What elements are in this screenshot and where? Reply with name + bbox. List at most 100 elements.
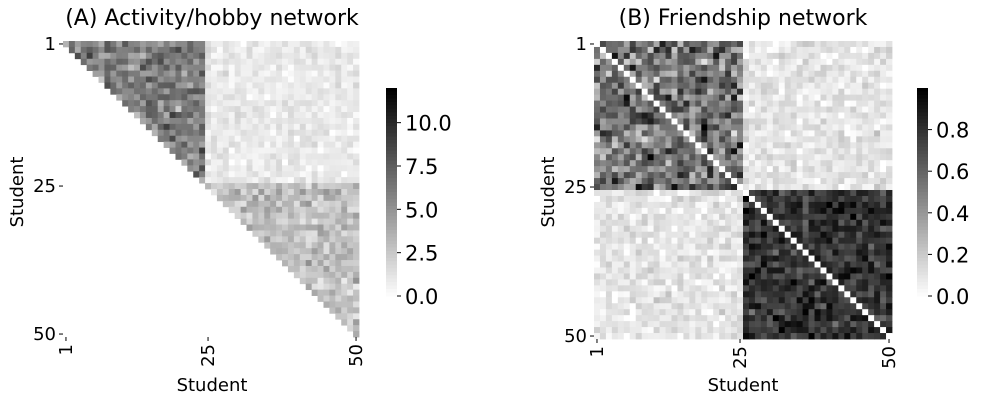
heatmap-cell (193, 165, 199, 171)
heatmap-cell (791, 291, 797, 297)
heatmap-cell (832, 124, 838, 130)
heatmap-cell (229, 130, 235, 136)
heatmap-cell (874, 208, 880, 214)
heatmap-cell (312, 94, 318, 100)
heatmap-cell (832, 95, 838, 101)
heatmap-cell (666, 154, 672, 160)
heatmap-cell (809, 124, 815, 130)
heatmap-cell (815, 291, 821, 297)
heatmap-cell (809, 285, 815, 291)
heatmap-cell (341, 213, 347, 219)
heatmap-cell (886, 327, 892, 333)
heatmap-cell (134, 41, 140, 47)
heatmap-cell (683, 83, 689, 89)
heatmap-cell (211, 124, 217, 130)
heatmap-cell (252, 189, 258, 195)
heatmap-cell (241, 159, 247, 165)
heatmap-cell (618, 321, 624, 327)
heatmap-cell (844, 65, 850, 71)
heatmap-cell (666, 256, 672, 262)
heatmap-cell (288, 207, 294, 213)
heatmap-cell (749, 113, 755, 119)
colorbar-segment (917, 282, 928, 286)
heatmap-cell (850, 65, 856, 71)
heatmap-cell (743, 190, 749, 196)
heatmap-cell (868, 148, 874, 154)
heatmap-cell (844, 273, 850, 279)
heatmap-cell (689, 214, 695, 220)
heatmap-cell (353, 278, 359, 284)
heatmap-cell (181, 47, 187, 53)
heatmap-cell (779, 77, 785, 83)
heatmap-cell (612, 214, 618, 220)
heatmap-cell (809, 208, 815, 214)
heatmap-cell (856, 178, 862, 184)
heatmap-cell (773, 136, 779, 142)
heatmap-cell (116, 65, 122, 71)
heatmap-cell (594, 267, 600, 273)
heatmap-cell (773, 130, 779, 136)
heatmap-cell (785, 196, 791, 202)
heatmap-cell (862, 83, 868, 89)
heatmap-cell (779, 214, 785, 220)
heatmap-cell (666, 250, 672, 256)
heatmap-cell (335, 254, 341, 260)
heatmap-cell (773, 250, 779, 256)
heatmap-cell (820, 220, 826, 226)
heatmap-cell (630, 279, 636, 285)
heatmap-cell (642, 160, 648, 166)
heatmap-cell (713, 226, 719, 232)
heatmap-cell (306, 219, 312, 225)
heatmap-cell (276, 153, 282, 159)
heatmap-cell (797, 214, 803, 220)
heatmap-cell (797, 148, 803, 154)
heatmap-cell (312, 159, 318, 165)
heatmap-cell (648, 267, 654, 273)
heatmap-cell (199, 165, 205, 171)
heatmap-cell (648, 297, 654, 303)
heatmap-cell (335, 266, 341, 272)
heatmap-cell (282, 242, 288, 248)
heatmap-cell (175, 112, 181, 118)
heatmap-cell (252, 213, 258, 219)
heatmap-cell (820, 124, 826, 130)
heatmap-cell (695, 262, 701, 268)
heatmap-cell (353, 112, 359, 118)
heatmap-cell (803, 250, 809, 256)
heatmap-cell (654, 113, 660, 119)
heatmap-cell (642, 89, 648, 95)
heatmap-cell (235, 100, 241, 106)
heatmap-cell (158, 124, 164, 130)
heatmap-cell (312, 106, 318, 112)
heatmap-cell (294, 88, 300, 94)
heatmap-cell (241, 213, 247, 219)
heatmap-cell (594, 279, 600, 285)
heatmap-cell (856, 244, 862, 250)
heatmap-cell (761, 113, 767, 119)
heatmap-cell (654, 160, 660, 166)
heatmap-cell (187, 82, 193, 88)
heatmap-cell (335, 106, 341, 112)
heatmap-cell (353, 124, 359, 130)
heatmap-cell (779, 178, 785, 184)
heatmap-cell (654, 95, 660, 101)
heatmap-cell (258, 159, 264, 165)
heatmap-cell (642, 208, 648, 214)
heatmap-cell (258, 130, 264, 136)
heatmap-cell (276, 254, 282, 260)
heatmap-cell (187, 118, 193, 124)
heatmap-cell (874, 71, 880, 77)
heatmap-cell (648, 77, 654, 83)
heatmap-cell (600, 95, 606, 101)
heatmap-cell (683, 309, 689, 315)
heatmap-cell (701, 315, 707, 321)
heatmap-cell (785, 47, 791, 53)
heatmap-cell (341, 307, 347, 313)
heatmap-cell (329, 278, 335, 284)
heatmap-cell (642, 297, 648, 303)
heatmap-cell (856, 130, 862, 136)
heatmap-cell (612, 124, 618, 130)
heatmap-cell (600, 327, 606, 333)
heatmap-cell (856, 279, 862, 285)
heatmap-cell (815, 220, 821, 226)
